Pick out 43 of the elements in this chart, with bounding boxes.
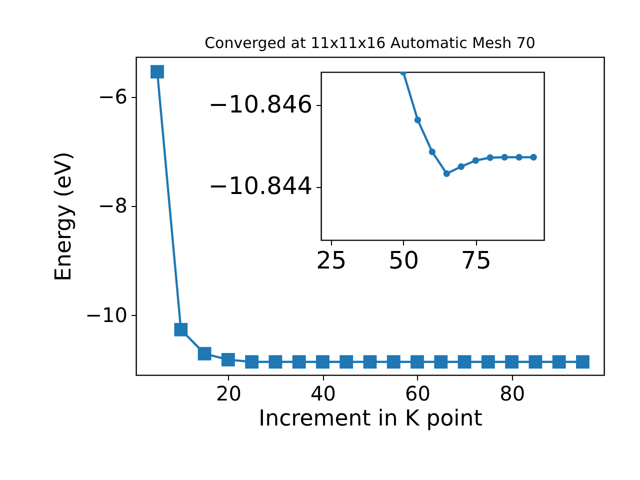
- point: [528, 355, 542, 369]
- x-tick-label: 50: [388, 246, 420, 274]
- chart-title: Converged at 11x11x16 Automatic Mesh 70: [204, 34, 536, 52]
- x-tick-label: 25: [316, 246, 347, 274]
- y-axis-title: Energy (eV): [51, 152, 76, 282]
- x-tick-label: 80: [500, 382, 526, 406]
- point: [268, 355, 282, 369]
- point: [386, 355, 400, 369]
- point: [245, 355, 259, 369]
- point: [174, 322, 188, 336]
- point: [481, 355, 495, 369]
- point: [414, 116, 422, 124]
- x-tick-label: 40: [310, 382, 336, 406]
- y-tick-label: −8: [98, 194, 128, 218]
- point: [505, 355, 519, 369]
- point: [292, 355, 306, 369]
- point: [434, 355, 448, 369]
- point: [516, 154, 522, 161]
- x-tick-label: 20: [216, 382, 242, 406]
- point: [576, 355, 590, 369]
- x-tick-label: 75: [460, 246, 492, 274]
- point: [410, 355, 424, 369]
- point: [552, 355, 566, 369]
- x-tick-label: 60: [405, 382, 430, 406]
- point: [458, 355, 472, 369]
- x-axis-title: Increment in K point: [258, 406, 483, 432]
- point: [486, 154, 494, 161]
- point: [316, 355, 330, 369]
- point: [340, 355, 354, 369]
- y-tick-label: −6: [98, 84, 128, 108]
- point: [363, 355, 377, 369]
- point: [221, 352, 235, 366]
- point: [458, 163, 465, 170]
- point: [472, 157, 480, 164]
- point: [150, 65, 164, 78]
- y-tick-label: −10.846: [208, 90, 312, 118]
- point: [428, 148, 436, 156]
- y-tick-label: −10.844: [208, 172, 312, 200]
- y-tick-label: −10: [85, 302, 128, 327]
- point: [501, 154, 508, 161]
- point: [443, 170, 450, 177]
- point: [530, 154, 537, 161]
- point: [198, 346, 212, 360]
